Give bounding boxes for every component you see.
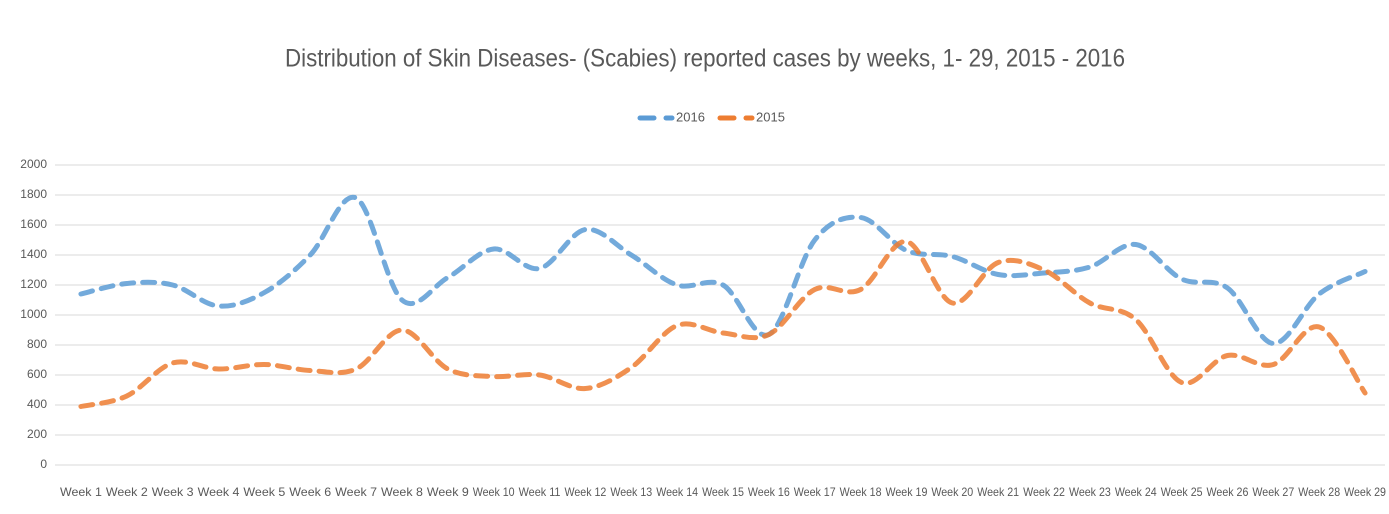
chart-title: Distribution of Skin Diseases- (Scabies)…: [285, 45, 1125, 73]
x-tick-label: Week 4: [198, 485, 240, 499]
x-tick-label: Week 17: [794, 485, 836, 499]
x-tick-label: Week 26: [1207, 485, 1249, 499]
x-tick-label: Week 25: [1161, 485, 1203, 499]
legend-label: 2015: [756, 109, 785, 124]
x-tick-label: Week 13: [610, 485, 652, 499]
x-tick-label: Week 1: [60, 485, 102, 499]
x-tick-label: Week 18: [840, 485, 882, 499]
x-tick-label: Week 6: [289, 485, 331, 499]
x-tick-label: Week 29: [1344, 485, 1386, 499]
x-tick-label: Week 3: [152, 485, 194, 499]
x-tick-label: Week 14: [656, 485, 698, 499]
y-tick-label: 1200: [20, 277, 47, 291]
y-tick-label: 600: [27, 367, 47, 381]
x-tick-label: Week 21: [977, 485, 1019, 499]
line-series: [78, 239, 1368, 409]
x-tick-label: Week 20: [931, 485, 973, 499]
x-tick-label: Week 12: [564, 485, 606, 499]
x-tick-label: Week 10: [473, 485, 515, 499]
x-tick-label: Week 5: [243, 485, 285, 499]
x-tick-label: Week 28: [1298, 485, 1340, 499]
x-tick-label: Week 8: [381, 485, 423, 499]
x-tick-label: Week 2: [106, 485, 148, 499]
x-tick-label: Week 7: [335, 485, 377, 499]
x-tick-label: Week 23: [1069, 485, 1111, 499]
line-series: [78, 194, 1368, 346]
y-tick-label: 400: [27, 397, 47, 411]
y-tick-label: 1000: [20, 307, 47, 321]
y-tick-label: 0: [40, 457, 47, 471]
x-tick-label: Week 15: [702, 485, 744, 499]
x-tick-label: Week 24: [1115, 485, 1157, 499]
x-tick-label: Week 27: [1252, 485, 1294, 499]
x-tick-label: Week 9: [427, 485, 469, 499]
y-tick-label: 200: [27, 427, 47, 441]
y-tick-label: 1400: [20, 247, 47, 261]
x-tick-label: Week 16: [748, 485, 790, 499]
y-tick-label: 2000: [20, 157, 47, 171]
y-tick-label: 800: [27, 337, 47, 351]
x-tick-label: Week 11: [519, 485, 561, 499]
x-tick-label: Week 22: [1023, 485, 1065, 499]
y-tick-label: 1600: [20, 217, 47, 231]
legend-label: 2016: [676, 109, 705, 124]
x-tick-label: Week 19: [886, 485, 928, 499]
y-tick-label: 1800: [20, 187, 47, 201]
